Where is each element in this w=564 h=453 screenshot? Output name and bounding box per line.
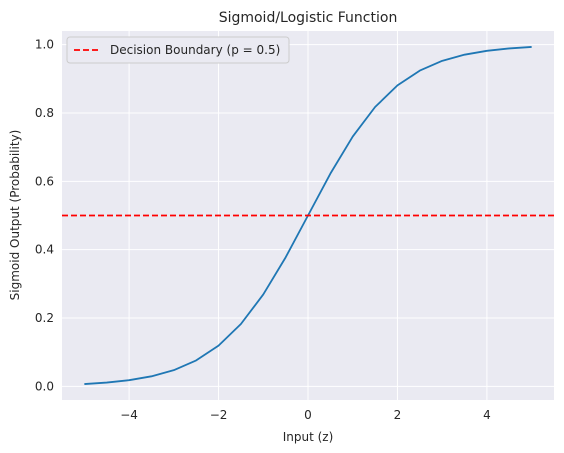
- x-axis-label: Input (z): [283, 430, 334, 444]
- y-tick-label: 0.4: [35, 243, 54, 257]
- y-tick-label: 0.6: [35, 174, 54, 188]
- tick-labels: −4 −2 0 2 4 0.0 0.2 0.4 0.6 0.8 1.0: [35, 38, 491, 422]
- legend-box: [66, 36, 290, 64]
- x-tick-label: 2: [394, 408, 402, 422]
- legend-label-decision-boundary: Decision Boundary (p = 0.5): [110, 43, 280, 57]
- y-axis-label: Sigmoid Output (Probability): [8, 130, 22, 301]
- y-tick-label: 0.0: [35, 379, 54, 393]
- y-tick-label: 0.2: [35, 311, 54, 325]
- chart-title: Sigmoid/Logistic Function: [219, 10, 398, 26]
- x-tick-label: −4: [120, 408, 138, 422]
- x-tick-label: 0: [304, 408, 312, 422]
- y-tick-label: 1.0: [35, 38, 54, 52]
- y-tick-label: 0.8: [35, 106, 54, 120]
- legend: Decision Boundary (p = 0.5): [66, 36, 290, 64]
- x-tick-label: 4: [483, 408, 491, 422]
- x-tick-label: −2: [210, 408, 228, 422]
